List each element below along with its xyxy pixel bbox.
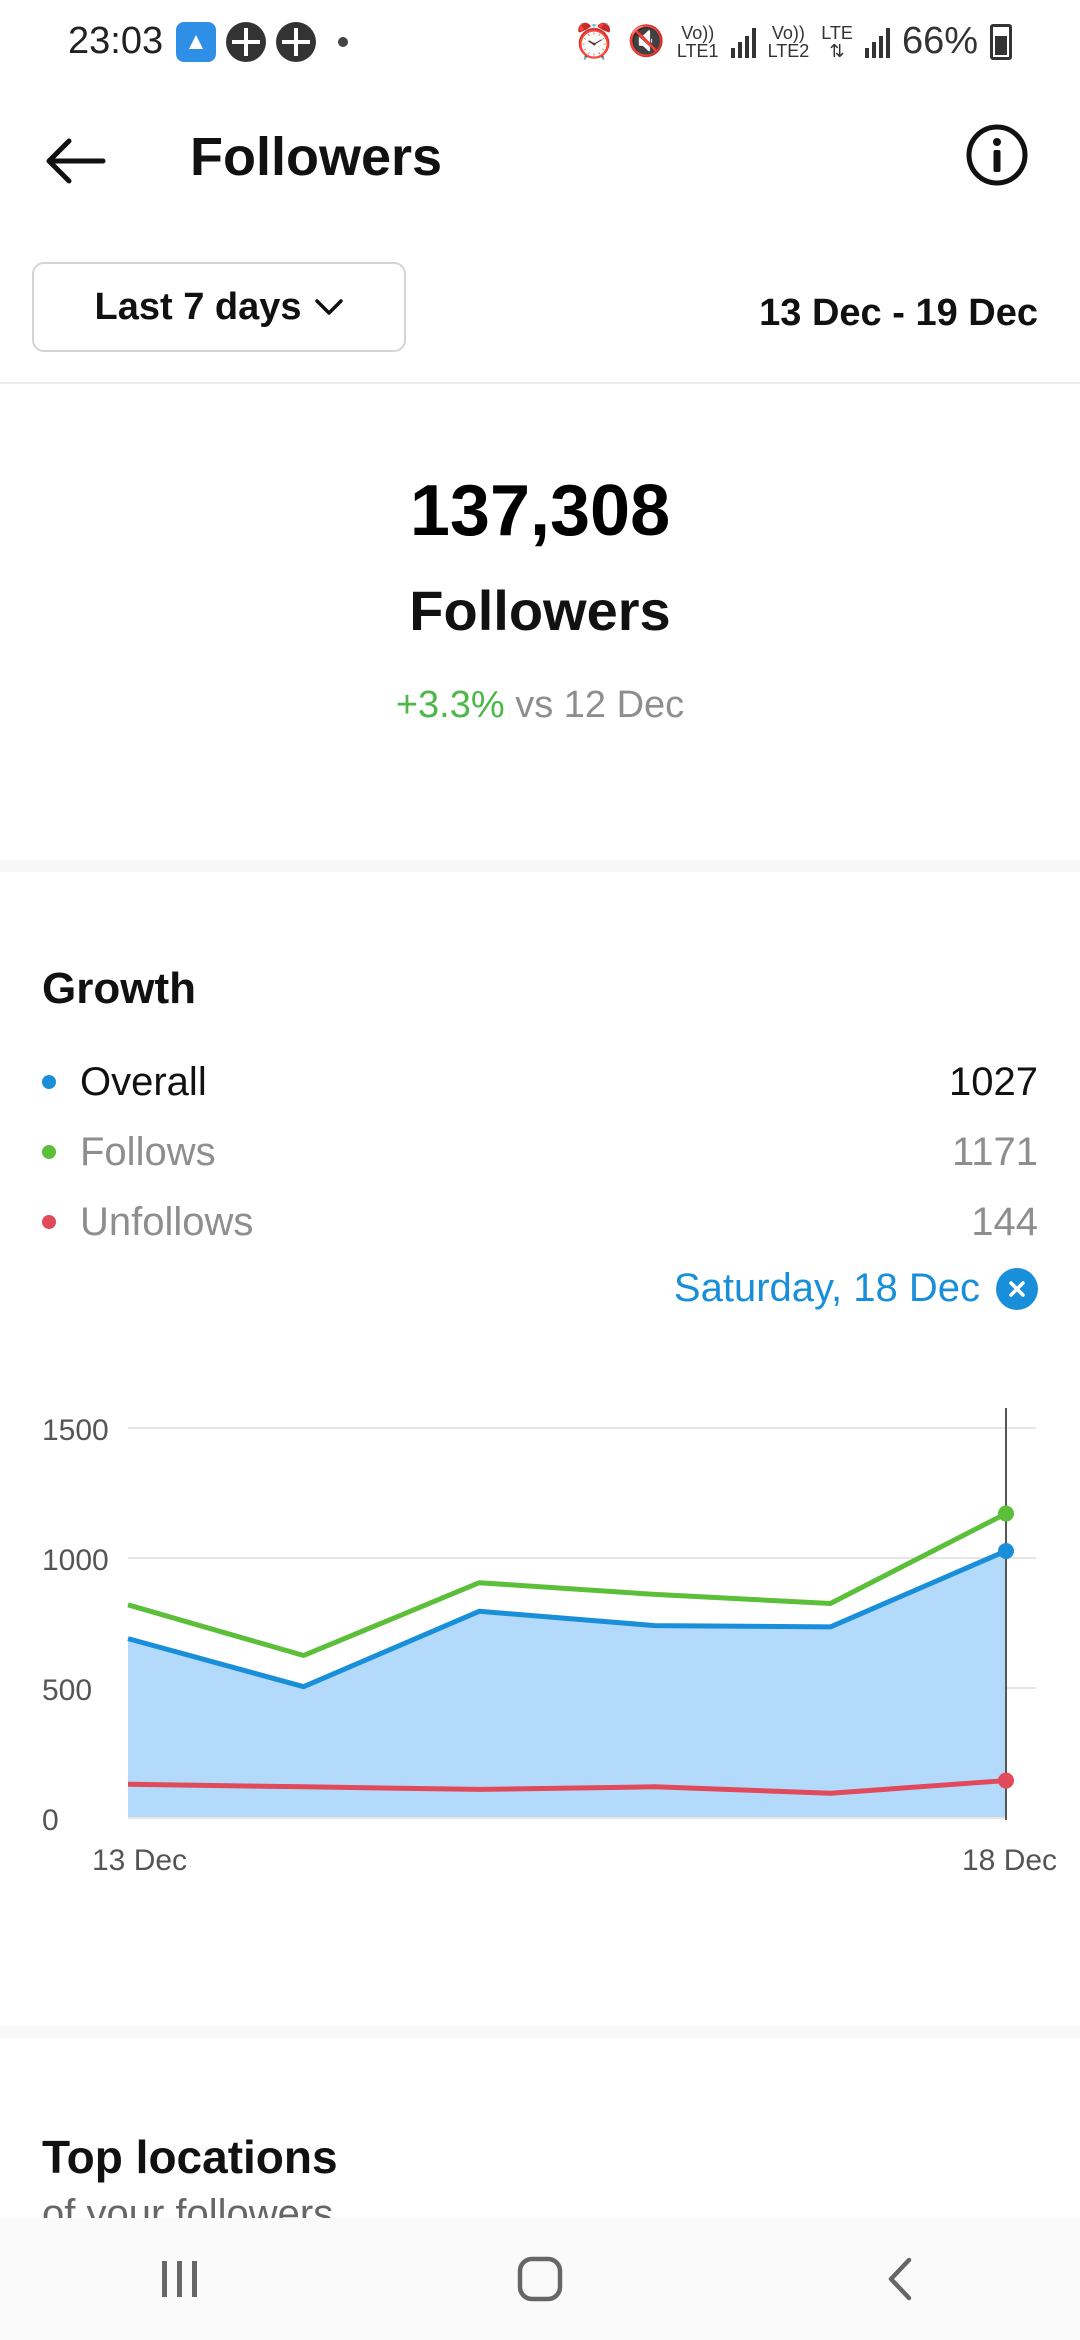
status-time: 23:03 <box>68 20 164 62</box>
section-separator <box>0 860 1080 872</box>
legend-unfollows-name: Unfollows <box>80 1199 254 1244</box>
signal-icon <box>730 26 756 58</box>
app-header: Followers <box>0 86 1080 236</box>
series-line-unfollows <box>127 1778 1007 1796</box>
unfollows-dot-icon <box>42 1215 56 1229</box>
chevron-down-icon <box>314 299 343 315</box>
system-icons: ⏰ 🔇 Vo)) LTE1 Vo)) LTE2 LTE ⇅ 66% <box>573 20 1012 63</box>
status-bar: 23:03 ▲ ⏰ 🔇 Vo)) LTE1 Vo)) LTE2 LTE ⇅ 66… <box>0 0 1080 86</box>
battery-icon <box>990 23 1012 60</box>
info-icon <box>966 124 1028 186</box>
back-button[interactable] <box>40 126 110 196</box>
y-tick-label: 1000 <box>42 1544 109 1577</box>
notification-icons: ▲ <box>176 22 348 62</box>
selected-date: Saturday, 18 Dec <box>674 1266 1038 1311</box>
series-line-follows <box>127 1511 1008 1658</box>
growth-chart[interactable]: 0 500 1000 1500 13 Dec 18 Dec <box>0 1380 1080 1900</box>
legend-follows-value: 1171 <box>951 1129 1038 1174</box>
date-range-dropdown-label: Last 7 days <box>94 285 302 328</box>
more-notifications-dot-icon <box>338 37 348 47</box>
legend-overall: Overall 1027 <box>42 1054 1038 1110</box>
y-tick-label: 1500 <box>42 1414 109 1447</box>
selected-point-unfollows <box>998 1772 1014 1789</box>
close-icon <box>1009 1280 1025 1297</box>
back-nav-icon <box>888 2257 912 2301</box>
y-tick-label: 0 <box>42 1804 59 1837</box>
recents-button[interactable] <box>120 2234 240 2324</box>
mute-icon: 🔇 <box>627 25 665 58</box>
page-title: Followers <box>190 127 443 187</box>
selected-point-overall <box>998 1542 1014 1559</box>
home-icon <box>517 2256 563 2302</box>
y-tick-label: 500 <box>42 1674 92 1707</box>
x-tick-label: 18 Dec <box>962 1844 1057 1877</box>
followers-count: 137,308 <box>409 471 671 551</box>
selected-point-follows <box>998 1505 1014 1522</box>
system-nav-bar <box>0 2218 1080 2340</box>
growth-title: Growth <box>42 964 196 1013</box>
home-button[interactable] <box>480 2234 600 2324</box>
legend-overall-name: Overall <box>80 1059 207 1104</box>
divider <box>0 382 1080 384</box>
legend-follows-name: Follows <box>80 1129 216 1174</box>
rocket-app-icon: ▲ <box>176 22 216 62</box>
followers-label: Followers <box>409 579 671 642</box>
sim2-label: Vo)) LTE2 <box>767 22 810 61</box>
follows-dot-icon <box>42 1145 56 1159</box>
back-nav-button[interactable] <box>840 2234 960 2324</box>
legend-unfollows[interactable]: Unfollows 144 <box>42 1194 1038 1250</box>
date-range-dropdown[interactable]: Last 7 days <box>32 262 406 352</box>
filter-row: Last 7 days 13 Dec - 19 Dec <box>0 262 1080 382</box>
followers-change: +3.3% vs 12 Dec <box>0 684 1080 727</box>
overall-area <box>128 1550 1006 1818</box>
top-locations-subtitle: of your followers <box>42 2192 334 2218</box>
battery-percent: 66% <box>901 20 978 62</box>
recents-icon <box>162 2261 197 2297</box>
overall-dot-icon <box>42 1075 56 1089</box>
date-range-text: 13 Dec - 19 Dec <box>759 292 1038 334</box>
alarm-icon: ⏰ <box>573 22 616 61</box>
x-tick-label: 13 Dec <box>92 1844 187 1877</box>
legend-unfollows-value: 144 <box>971 1199 1038 1244</box>
legend-follows[interactable]: Follows 1171 <box>42 1124 1038 1180</box>
top-locations-title: Top locations <box>42 2131 338 2183</box>
selected-date-label: Saturday, 18 Dec <box>673 1266 980 1310</box>
change-percent: +3.3% <box>395 684 505 726</box>
clover-icon <box>226 22 266 62</box>
legend-overall-value: 1027 <box>949 1059 1038 1104</box>
arrow-left-icon <box>46 138 106 184</box>
clear-selection-button[interactable] <box>996 1267 1038 1310</box>
series-line-overall <box>127 1548 1007 1690</box>
info-button[interactable] <box>964 122 1030 188</box>
clover-icon <box>276 22 316 62</box>
change-suffix: vs 12 Dec <box>515 684 685 726</box>
section-separator <box>0 2026 1080 2038</box>
lte-label: LTE ⇅ <box>821 22 853 61</box>
signal-icon <box>864 26 890 58</box>
sim1-label: Vo)) LTE1 <box>676 22 719 61</box>
